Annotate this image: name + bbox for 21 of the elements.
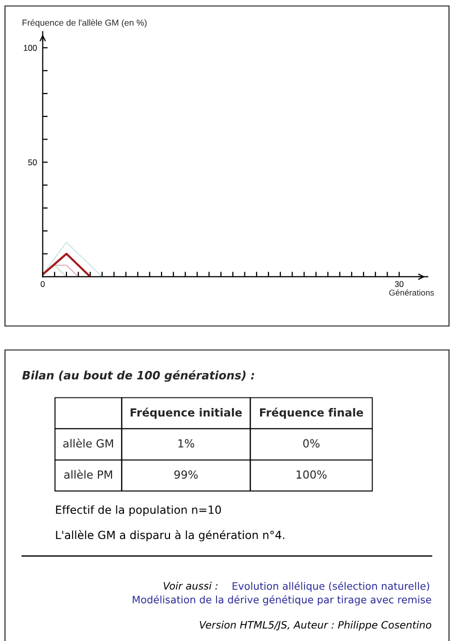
text: Effectif de la population n=10 [56,505,221,516]
text: 99% [174,470,198,479]
text: Evolution allélique (sélection naturelle) [232,582,430,592]
y-axis-title: Fréquence de l'allèle GM (en %) [22,19,147,28]
category-label: Fréquence finale [260,408,364,419]
category-label: Fréquence initiale [130,408,242,419]
text: 0% [303,439,320,448]
text: Version HTML5/JS, Auteur : Philippe Cosentino [200,620,432,631]
text: L'allèle GM a disparu à la génération n°4. [56,530,284,542]
text: Voir aussi : [164,582,218,590]
text: Modélisation de la dérive génétique par tirage avec remise [132,595,432,606]
y-tick-label: 50 [28,159,37,166]
category-label: allèle PM [64,470,112,479]
text: Bilan (au bout de 100 générations) : [22,370,254,382]
category-label: allèle GM [63,438,113,448]
text: 1% [178,439,194,448]
x-tick-label: 30 [394,281,404,287]
x-axis-title: Générations [389,289,434,296]
text: 100% [296,470,327,479]
y-tick-label: 100 [24,44,37,51]
x-tick-label: 0 [40,281,45,287]
